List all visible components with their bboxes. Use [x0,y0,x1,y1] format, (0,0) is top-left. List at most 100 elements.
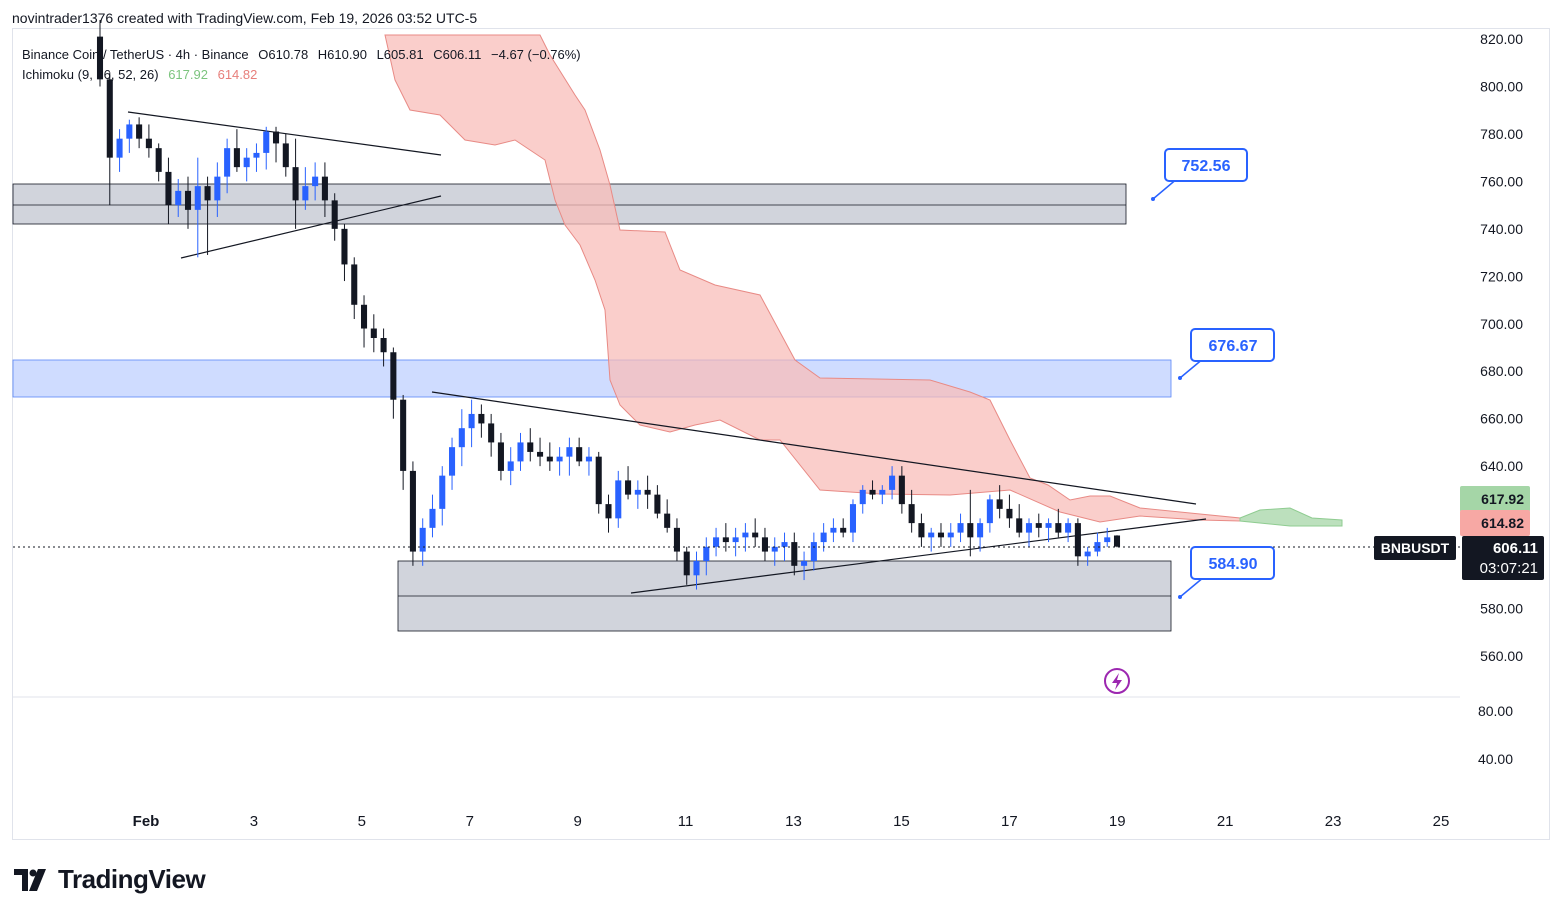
candle-body[interactable] [497,442,504,471]
candle-body[interactable] [204,186,211,201]
candle-body[interactable] [1055,523,1062,533]
candle-body[interactable] [781,542,788,547]
candle-body[interactable] [742,532,749,538]
candle-body[interactable] [859,489,866,505]
candle-body[interactable] [1074,523,1081,557]
candle-body[interactable] [1065,523,1072,533]
candle-body[interactable] [918,523,925,538]
candle-body[interactable] [106,79,113,158]
candle-body[interactable] [957,523,964,533]
candle-body[interactable] [390,352,397,400]
candle-body[interactable] [898,475,905,505]
candle-body[interactable] [810,542,817,562]
candle-body[interactable] [165,171,172,206]
candle-body[interactable] [566,447,573,457]
candle-body[interactable] [478,413,485,424]
candle-body[interactable] [370,328,377,339]
candle-body[interactable] [722,537,729,543]
candle-body[interactable] [830,527,837,533]
candle-body[interactable] [400,399,407,471]
candle-body[interactable] [703,546,710,562]
candle-body[interactable] [331,200,338,229]
candle-body[interactable] [771,546,778,552]
candle-body[interactable] [380,338,387,353]
time-axis[interactable]: Feb 3 5 7 9 11 13 15 17 19 21 23 25 [133,813,1450,830]
candle-body[interactable] [468,413,475,429]
candle-body[interactable] [419,527,426,552]
candle-body[interactable] [194,186,201,210]
candle-body[interactable] [155,148,162,172]
candle-body[interactable] [517,442,524,462]
legend-symbol[interactable]: Binance Coin / TetherUS · 4h · Binance [22,47,249,62]
trendline-lower-1[interactable] [180,195,442,259]
candle-body[interactable] [272,131,280,144]
candle-body[interactable] [1045,523,1052,528]
candle-body[interactable] [302,186,309,201]
candle-body[interactable] [1025,523,1033,533]
candle-body[interactable] [937,532,945,538]
candle-body[interactable] [175,190,182,206]
candle-body[interactable] [761,537,768,552]
candle-body[interactable] [673,527,680,552]
candle-body[interactable] [713,537,720,547]
candle-body[interactable] [820,532,827,543]
candle-body[interactable] [360,304,368,329]
trendline-upper-2[interactable] [431,391,1197,505]
candle-body[interactable] [996,499,1003,509]
candle-body[interactable] [986,499,993,524]
candle-body[interactable] [145,138,152,149]
candle-body[interactable] [654,494,661,514]
candle-body[interactable] [879,489,886,495]
lightning-icon[interactable] [1104,668,1130,694]
candle-body[interactable] [184,190,192,210]
candle-body[interactable] [889,475,896,490]
candle-body[interactable] [488,423,495,443]
candle-body[interactable] [791,542,798,566]
candle-body[interactable] [605,504,612,519]
candle-body[interactable] [1016,518,1023,533]
candle-body[interactable] [1113,535,1121,547]
candle-body[interactable] [752,532,759,538]
candle-body[interactable] [449,447,456,476]
candle-body[interactable] [625,480,632,495]
candle-body[interactable] [429,508,436,528]
candle-body[interactable] [1035,523,1042,528]
candle-body[interactable] [683,551,690,576]
candle-body[interactable] [1006,508,1013,519]
candle-body[interactable] [409,470,416,552]
candle-body[interactable] [977,523,984,538]
candle-body[interactable] [537,451,544,457]
candle-body[interactable] [928,532,935,538]
candle-body[interactable] [321,176,328,201]
symbol-tag[interactable]: BNBUSDT [1374,536,1456,560]
candle-body[interactable] [116,138,123,158]
callout-752[interactable]: 752.56 [1151,148,1248,201]
candle-body[interactable] [967,523,974,538]
resistance-zone-676[interactable] [12,359,1172,398]
tradingview-logo[interactable]: TradingView [14,864,206,895]
candle-body[interactable] [576,447,583,462]
candle-body[interactable] [664,513,671,528]
candle-body[interactable] [253,152,260,158]
candle-body[interactable] [693,561,700,576]
candle-body[interactable] [527,442,534,452]
candle-body[interactable] [243,157,250,168]
candle-body[interactable] [351,264,358,305]
candle-body[interactable] [96,36,104,80]
candle-body[interactable] [869,489,876,495]
legend-indicator[interactable]: Ichimoku (9, 26, 52, 26) [22,67,159,82]
candle-body[interactable] [908,504,915,524]
candle-body[interactable] [263,131,270,153]
candle-body[interactable] [282,143,289,168]
candle-body[interactable] [947,532,954,538]
candle-body[interactable] [801,561,808,566]
candle-body[interactable] [1104,537,1111,543]
candle-body[interactable] [615,480,622,519]
candle-body[interactable] [556,456,563,462]
candle-body[interactable] [136,124,143,139]
candle-body[interactable] [214,176,221,201]
candle-body[interactable] [224,148,231,177]
candle-body[interactable] [634,489,641,495]
callout-584[interactable]: 584.90 [1178,546,1275,599]
